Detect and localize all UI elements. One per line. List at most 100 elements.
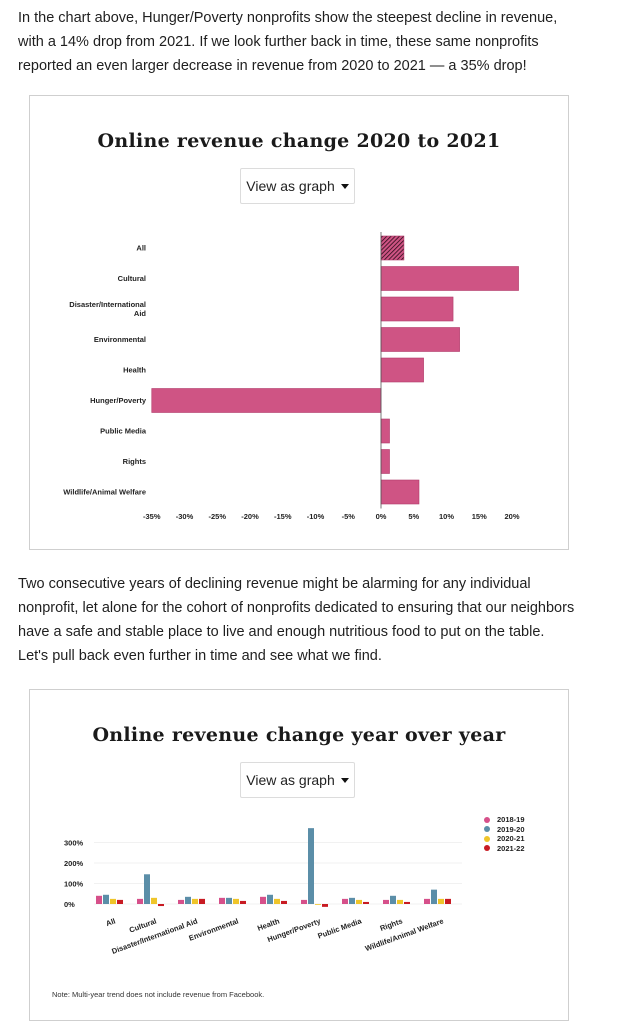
x-tick-label: -30%	[176, 512, 194, 521]
category-label-health: Health	[123, 366, 146, 375]
chart-title: Online revenue change 2020 to 2021	[97, 130, 501, 152]
bar-environmental-2020-21	[233, 898, 239, 904]
x-tick-label: -10%	[307, 512, 325, 521]
bar-wildlife-animal-welfare	[380, 479, 420, 505]
category-label-wildlife-animal-welfare: Wildlife/Animal Welfare	[364, 916, 445, 953]
legend-item-2021-22: 2021-22	[484, 844, 525, 854]
bar-environmental-2018-19	[219, 897, 225, 904]
bar-cultural-2019-20	[144, 874, 150, 904]
bar-health-2021-22	[281, 900, 287, 904]
x-tick-label: 15%	[472, 512, 487, 521]
chart-note: Note: Multi-year trend does not include …	[52, 990, 265, 999]
x-tick-label: 10%	[439, 512, 454, 521]
bar-health-2019-20	[267, 894, 273, 904]
bar-disaster-international-aid-2021-22	[199, 898, 205, 904]
y-tick-label: 200%	[64, 859, 84, 868]
bar-public-media-2020-21	[356, 899, 362, 904]
intro-paragraph: In the chart above, Hunger/Poverty nonpr…	[18, 10, 558, 74]
bar-rights-2019-20	[390, 895, 396, 904]
bar-cultural-2021-22	[158, 904, 164, 907]
chart-legend: 2018-19 2019-20 2020-21 2021-22	[484, 815, 525, 853]
bar-all-2018-19	[96, 895, 102, 904]
x-tick-label: -15%	[274, 512, 292, 521]
bar-all-2021-22	[117, 899, 123, 904]
bar-public-media	[380, 418, 390, 444]
bar-rights-2021-22	[404, 901, 410, 904]
bar-hunger-poverty-2020-21	[315, 904, 321, 905]
bar-rights-2020-21	[397, 899, 403, 904]
bar-cultural	[380, 266, 519, 291]
chart-card-2020-2021: Online revenue change 2020 to 2021 View …	[29, 95, 569, 550]
bar-wildlife-animal-welfare-2019-20	[431, 889, 437, 904]
x-tick-label: 0%	[376, 512, 387, 521]
bar-public-media-2019-20	[349, 897, 355, 904]
bar-all	[380, 235, 405, 261]
bar-disaster-international-aid-2018-19	[178, 899, 184, 904]
horizontal-bar-chart: All Cultural Disaster/International Aid Envi…	[63, 232, 520, 521]
x-tick-label: 5%	[408, 512, 419, 521]
bar-disaster-international-aid	[380, 296, 454, 322]
x-tick-label: -20%	[241, 512, 259, 521]
grouped-bar-chart: 0%100%200%300%All CulturalDisaster/Intern…	[64, 828, 462, 956]
category-label-public-media: Public Media	[317, 916, 364, 940]
chart-card-year-over-year: Online revenue change year over year Vie…	[29, 689, 569, 1021]
x-tick-label: -25%	[208, 512, 226, 521]
category-label-wildlife-animal-welfare: Wildlife/Animal Welfare	[63, 488, 146, 497]
bar-disaster-international-aid-2019-20	[185, 896, 191, 904]
category-label-public-media: Public Media	[100, 427, 147, 436]
category-label-environmental: Environmental	[94, 335, 146, 344]
bar-wildlife-animal-welfare-2018-19	[424, 898, 430, 904]
y-tick-label: 100%	[64, 880, 84, 889]
legend-item-2020-21: 2020-21	[484, 834, 525, 844]
category-label-all: All	[136, 244, 146, 253]
y-tick-label: 300%	[64, 839, 84, 848]
bar-disaster-international-aid-2020-21	[192, 898, 198, 904]
bar-hunger-poverty-2021-22	[322, 904, 328, 907]
legend-item-2018-19: 2018-19	[484, 815, 525, 825]
bar-wildlife-animal-welfare-2020-21	[438, 898, 444, 904]
bar-all-2020-21	[110, 898, 116, 904]
view-as-graph-button[interactable]: View as graph	[240, 762, 355, 798]
bar-public-media-2018-19	[342, 898, 348, 904]
caret-down-icon	[340, 777, 349, 783]
legend-dot-icon	[484, 835, 490, 842]
bar-cultural-2018-19	[137, 898, 143, 904]
bar-public-media-2021-22	[363, 901, 369, 904]
view-as-graph-label: View as graph	[246, 772, 335, 788]
bar-rights-2018-19	[383, 899, 389, 904]
legend-dot-icon	[484, 816, 490, 823]
bar-health	[380, 357, 424, 383]
category-label-all: All	[105, 916, 117, 928]
bar-health-2018-19	[260, 896, 266, 904]
legend-dot-icon	[484, 845, 490, 852]
legend-dot-icon	[484, 826, 490, 833]
x-tick-label: 20%	[504, 512, 519, 521]
category-label-cultural: Cultural	[118, 274, 146, 283]
bar-environmental-2019-20	[226, 897, 232, 904]
category-label-rights: Rights	[123, 457, 146, 466]
bar-environmental	[380, 327, 460, 352]
bar-hunger-poverty-2019-20	[308, 828, 314, 904]
category-label-health: Health	[256, 916, 281, 932]
bar-hunger-poverty	[151, 388, 382, 413]
chart-title: Online revenue change year over year	[92, 724, 506, 746]
category-label-rights: Rights	[379, 916, 404, 932]
middle-paragraph: Two consecutive years of declining reven…	[18, 576, 575, 664]
caret-down-icon	[340, 183, 349, 189]
view-as-graph-label: View as graph	[246, 178, 335, 194]
view-as-graph-button[interactable]: View as graph	[240, 168, 355, 204]
legend-label: 2019-20	[497, 824, 525, 834]
legend-label: 2020-21	[497, 834, 525, 844]
y-tick-label: 0%	[64, 900, 75, 909]
bar-all-2019-20	[103, 894, 109, 904]
bar-hunger-poverty-2018-19	[301, 899, 307, 904]
category-label-disaster-international-aid: Disaster/International Aid	[69, 300, 146, 318]
bar-wildlife-animal-welfare-2021-22	[445, 898, 451, 904]
bar-rights	[380, 449, 390, 474]
bar-cultural-2020-21	[151, 897, 157, 904]
bar-health-2020-21	[274, 898, 280, 904]
x-tick-label: -5%	[342, 512, 356, 521]
legend-label: 2018-19	[497, 815, 525, 825]
category-label-hunger-poverty: Hunger/Poverty	[90, 396, 147, 405]
bar-environmental-2021-22	[240, 900, 246, 904]
